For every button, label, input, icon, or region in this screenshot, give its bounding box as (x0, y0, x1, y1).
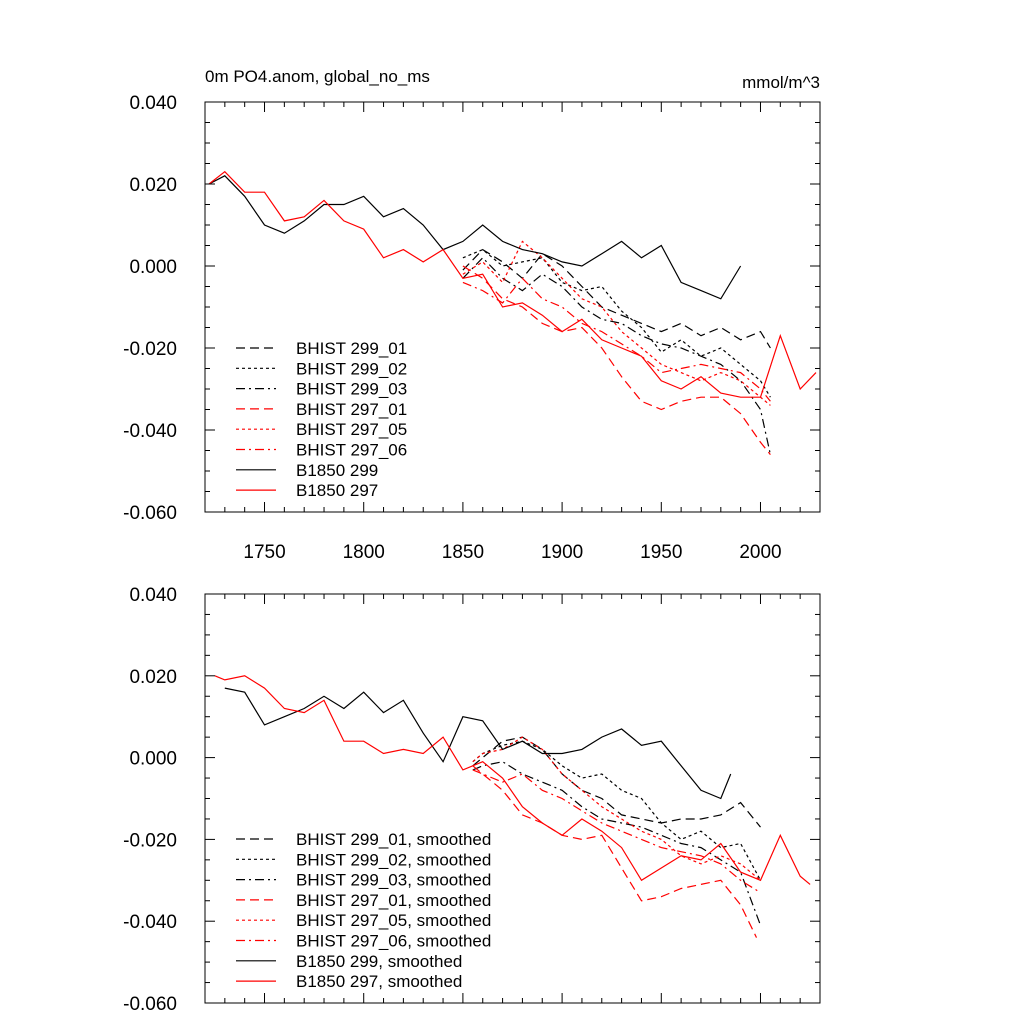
series-line-0 (472, 736, 761, 828)
legend-label: BHIST 297_01 (296, 400, 407, 419)
y-tick-label: -0.020 (123, 830, 177, 851)
x-tick-label: 1950 (640, 542, 682, 563)
legend-label: BHIST 297_06 (296, 441, 407, 460)
series-line-6 (224, 687, 732, 800)
y-tick-label: -0.060 (123, 503, 177, 524)
legend-label: B1850 297 (296, 481, 378, 500)
legend-label: B1850 299, smoothed (296, 952, 462, 971)
x-tick-label: 1750 (243, 542, 285, 563)
series-line-4 (462, 240, 771, 406)
series-line-5 (472, 769, 761, 894)
legend-label: BHIST 297_05, smoothed (296, 911, 491, 930)
series-line-6 (208, 175, 742, 300)
top-panel-title: 0m PO4.anom, global_no_ms (205, 67, 430, 86)
y-tick-label: 0.020 (129, 175, 177, 196)
y-tick-label: -0.020 (123, 339, 177, 360)
y-tick-label: 0.020 (129, 667, 177, 688)
y-tick-label: 0.040 (129, 93, 177, 114)
y-tick-label: 0.000 (129, 257, 177, 278)
x-tick-label: 1800 (343, 542, 385, 563)
top-panel-series-lines (208, 170, 817, 455)
y-tick-label: 0.040 (129, 585, 177, 606)
series-line-2 (472, 761, 762, 926)
legend-label: BHIST 297_01, smoothed (296, 891, 491, 910)
top-panel-axes: 0.040 0.020 0.000 -0.020 -0.040 -0.060 1750 180… (123, 93, 821, 563)
bottom-panel-axes: 0.040 0.020 0.000 -0.020 -0.040 -0.060 (123, 585, 821, 1015)
series-line-1 (462, 248, 771, 398)
y-tick-label: -0.040 (123, 912, 177, 933)
legend-label: BHIST 299_03, smoothed (296, 871, 491, 890)
series-line-3 (462, 265, 771, 455)
series-line-7 (208, 170, 817, 398)
legend-label: BHIST 297_05 (296, 420, 407, 439)
legend-label: BHIST 297_06, smoothed (296, 932, 491, 951)
legend-label: BHIST 299_01, smoothed (296, 830, 491, 849)
series-line-5 (462, 277, 771, 402)
top-panel: 0m PO4.anom, global_no_ms mmol/m^3 0.040… (123, 67, 821, 563)
legend-label: B1850 297, smoothed (296, 972, 462, 991)
y-tick-label: -0.060 (123, 994, 177, 1015)
y-tick-label: 0.000 (129, 749, 177, 770)
legend-label: BHIST 299_01 (296, 339, 407, 358)
legend-label: BHIST 299_02, smoothed (296, 850, 491, 869)
legend-label: B1850 299 (296, 461, 378, 480)
series-line-2 (462, 256, 771, 455)
bottom-panel-series-lines (214, 675, 811, 938)
series-line-7 (214, 675, 811, 885)
y-tick-label: -0.040 (123, 421, 177, 442)
legend-label: BHIST 299_03 (296, 380, 407, 399)
series-line-4 (472, 736, 761, 881)
series-line-3 (472, 765, 758, 938)
series-line-0 (462, 248, 771, 349)
top-panel-units: mmol/m^3 (742, 73, 820, 92)
legend-label: BHIST 299_02 (296, 359, 407, 378)
x-tick-label: 1850 (442, 542, 484, 563)
x-tick-label: 2000 (739, 542, 781, 563)
bottom-panel: 0.040 0.020 0.000 -0.020 -0.040 -0.060 BHIST … (123, 585, 821, 1015)
x-tick-label: 1900 (541, 542, 583, 563)
